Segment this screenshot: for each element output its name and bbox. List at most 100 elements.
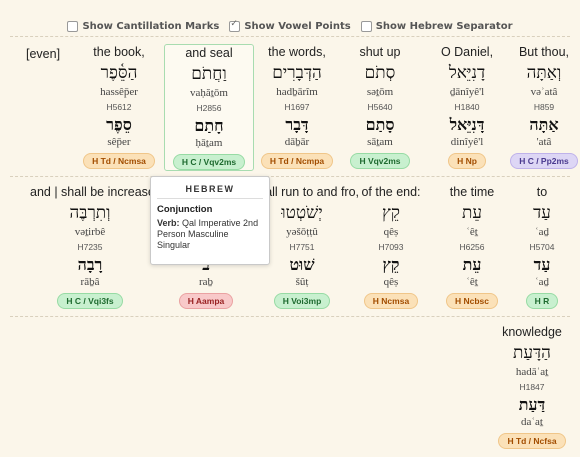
- word-card[interactable]: to עַד ʿaḏ H5704 עַד ʿaḏ H R: [498, 184, 580, 309]
- strongs-number: H6256: [459, 242, 485, 252]
- strongs-number: H859: [533, 102, 555, 112]
- transliteration: səṯōm: [366, 86, 394, 98]
- word-gloss: and seal: [185, 46, 233, 60]
- bracket-word: [even]: [26, 47, 61, 61]
- tooltip-title: Conjunction: [157, 204, 213, 215]
- lemma-word: רָבָה: [77, 255, 103, 274]
- morphology-badge[interactable]: H Ncbsc: [445, 293, 498, 309]
- lemma-word: קֵץ: [382, 255, 400, 274]
- lemma-transliteration: ʿêṯ: [466, 276, 478, 288]
- lemma-transliteration: dinîyê'l: [450, 136, 484, 148]
- morphology-badge[interactable]: H C / Pp2ms: [510, 153, 578, 169]
- word-card[interactable]: knowledge הַדָּעַת hadāʿaṯ H1847 דַּעַת daʿaṯ…: [488, 324, 576, 449]
- hebrew-word: יְשֹׁטְטוּ: [281, 203, 323, 223]
- lemma-transliteration: raḇ: [198, 276, 214, 288]
- lemma-transliteration: sāṯam: [367, 136, 393, 148]
- lemma-word: עַד: [533, 255, 551, 274]
- hebrew-separator-checkbox[interactable]: [360, 21, 372, 32]
- word-gloss: the time: [449, 185, 495, 199]
- hebrew-separator-toggle[interactable]: Show Hebrew Separator: [360, 21, 513, 32]
- lemma-transliteration: daʿaṯ: [521, 416, 543, 428]
- hebrew-word: הַדָּעַת: [513, 343, 551, 363]
- word-gloss: the words,: [268, 45, 326, 59]
- cantillation-toggle[interactable]: Show Cantillation Marks: [67, 21, 219, 32]
- strongs-number: H5640: [367, 102, 393, 112]
- strongs-number: H5612: [106, 102, 132, 112]
- transliteration: ḏānîyê'l: [449, 86, 485, 98]
- word-gloss: But thou,: [518, 45, 570, 59]
- hebrew-word: וְאַתָּה: [526, 63, 562, 83]
- morphology-badge[interactable]: H Np: [448, 153, 486, 169]
- word-gloss: knowledge: [502, 325, 562, 339]
- strongs-number: H1840: [454, 102, 480, 112]
- morphology-badge[interactable]: H Voi3mp: [273, 293, 331, 309]
- hebrew-word: וְתִרְבֶּה: [69, 203, 111, 223]
- vowel-points-label: Show Vowel Points: [244, 21, 351, 32]
- cantillation-label: Show Cantillation Marks: [82, 21, 220, 32]
- tooltip-header: HEBREW: [157, 177, 263, 199]
- lemma-word: סֵפֶר: [106, 115, 132, 134]
- hebrew-separator-label: Show Hebrew Separator: [375, 21, 513, 32]
- word-card[interactable]: the words, הַדְּבָרִים hadḇārîm H1697 דָּבָר…: [253, 44, 341, 169]
- word-gloss: the book,: [93, 45, 145, 59]
- transliteration: hadḇārîm: [276, 86, 318, 98]
- transliteration: qêṣ: [383, 226, 399, 238]
- word-gloss: shut up: [359, 45, 401, 59]
- lemma-transliteration: rāḇâ: [80, 276, 100, 288]
- divider: [10, 176, 570, 177]
- hebrew-word: עַד: [533, 203, 551, 223]
- morphology-badge[interactable]: H C / Vqv2ms: [172, 154, 246, 170]
- word-gloss: shall run to and fro,: [252, 185, 360, 199]
- word-card[interactable]: the book, הַסֵּ֫פֶר hassêp̄er H5612 סֵפֶר sêp…: [75, 44, 163, 169]
- word-card[interactable]: the time עֵת ʿêṯ H6256 עֵת ʿêṯ H Ncbsc: [428, 184, 516, 309]
- strongs-number: H1847: [519, 382, 545, 392]
- word-card[interactable]: and seal וַחֲתֹם vaḥăṯōm H2856 חָתַם ḥāṯam H C…: [164, 44, 254, 171]
- hebrew-word: וַחֲתֹם: [191, 64, 227, 84]
- morphology-badge[interactable]: H Vqv2ms: [350, 153, 410, 169]
- lemma-transliteration: sêp̄er: [107, 136, 131, 148]
- word-card[interactable]: shall run to and fro, יְשֹׁטְטוּ yəšōṭṭû H7…: [252, 184, 360, 309]
- word-card[interactable]: of the end: קֵץ qêṣ H7093 קֵץ qêṣ H Ncmsa: [347, 184, 435, 309]
- hebrew-word: סְתֹם: [364, 63, 396, 83]
- transliteration: vaḥăṯōm: [190, 87, 228, 99]
- transliteration: vəṯirbê: [74, 226, 106, 238]
- word-card[interactable]: and | shall be increased וְתִרְבֶּה vəṯirb…: [30, 184, 162, 309]
- word-card[interactable]: But thou, וְאַתָּה vəʾatâ H859 אַתָּה 'atâ H C…: [500, 44, 580, 169]
- morphology-badge[interactable]: H Aampa: [178, 293, 234, 309]
- strongs-number: H7093: [378, 242, 404, 252]
- morphology-badge[interactable]: H Ncmsa: [363, 293, 419, 309]
- word-card[interactable]: shut up סְתֹם səṯōm H5640 סָתַם sāṯam H Vqv2ms: [336, 44, 424, 169]
- morphology-tooltip: HEBREW Conjunction Verb: Qal Imperative …: [150, 176, 270, 265]
- word-card[interactable]: O Daniel, דָנִיֵּאל ḏānîyê'l H1840 דָּנִיֵּא…: [423, 44, 511, 169]
- morphology-badge[interactable]: H Td / Ncmpa: [260, 153, 334, 169]
- word-gloss: and | shall be increased: [30, 185, 162, 199]
- morphology-badge[interactable]: H R: [525, 293, 559, 309]
- vowel-points-checkbox[interactable]: [229, 19, 241, 32]
- tooltip-verb-text: Qal Imperative 2nd Person Masculine Sing…: [157, 218, 259, 250]
- lemma-transliteration: ḥāṯam: [195, 137, 223, 149]
- cantillation-checkbox[interactable]: [67, 21, 79, 32]
- word-gloss: of the end:: [361, 185, 421, 199]
- tooltip-detail: Verb: Qal Imperative 2nd Person Masculin…: [157, 218, 263, 251]
- strongs-number: H2856: [196, 103, 222, 113]
- hebrew-word: דָנִיֵּאל: [448, 63, 486, 83]
- lemma-word: דַּעַת: [518, 395, 546, 414]
- transliteration: hassêp̄er: [100, 86, 138, 98]
- word-card[interactable]: בraḇH Aampa: [162, 184, 250, 309]
- strongs-number: H5704: [529, 242, 555, 252]
- lemma-word: דָּנִיֵּאל: [449, 115, 485, 134]
- lemma-word: עֵת: [462, 255, 482, 274]
- morphology-badge[interactable]: H Td / Ncfsa: [498, 433, 566, 449]
- lemma-word: שׁוּט: [289, 255, 315, 274]
- lemma-transliteration: ʿaḏ: [534, 276, 550, 288]
- lemma-word: דָּבָר: [285, 115, 309, 134]
- word-gloss: to: [536, 185, 548, 199]
- hebrew-word: קֵץ: [382, 203, 400, 223]
- morphology-badge[interactable]: H Td / Ncmsa: [83, 153, 155, 169]
- morphology-badge[interactable]: H C / Vqi3fs: [57, 293, 123, 309]
- transliteration: ʿaḏ: [534, 226, 550, 238]
- divider: [10, 36, 570, 37]
- vowel-points-toggle[interactable]: Show Vowel Points: [229, 19, 351, 32]
- lemma-transliteration: dāḇār: [284, 136, 310, 148]
- hebrew-word: עֵת: [462, 203, 482, 223]
